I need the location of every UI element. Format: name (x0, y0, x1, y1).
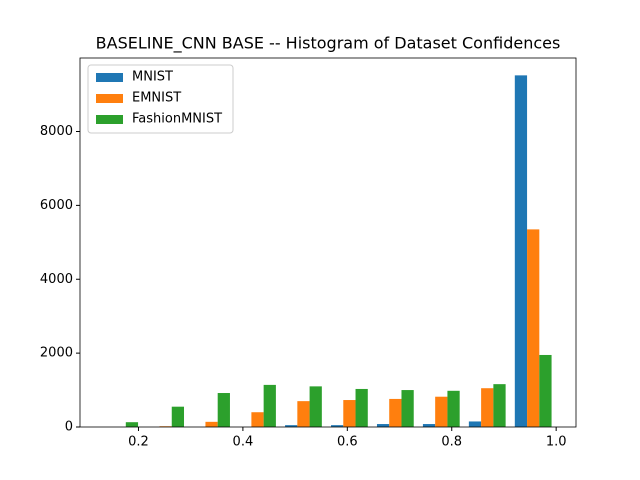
bar (263, 384, 276, 427)
bar (493, 384, 506, 427)
bar (514, 75, 528, 428)
bar (343, 400, 356, 427)
y-tick-label: 4000 (40, 272, 73, 287)
bar (205, 421, 218, 427)
legend-label: MNIST (132, 70, 173, 85)
bar (297, 401, 310, 427)
bar (401, 390, 414, 427)
bar (481, 388, 494, 427)
x-tick-label: 0.4 (233, 435, 254, 450)
legend-swatch (96, 94, 123, 103)
bar (217, 393, 230, 427)
bar (125, 422, 139, 427)
y-tick-label: 6000 (40, 198, 73, 213)
chart-title: BASELINE_CNN BASE -- Histogram of Datase… (96, 34, 561, 54)
legend-box (87, 64, 234, 134)
axes-frame (79, 57, 577, 428)
bar (355, 388, 368, 427)
bar (435, 396, 448, 427)
x-tick-label: 1.0 (546, 435, 567, 450)
legend-swatch (96, 115, 123, 124)
bar (171, 406, 185, 427)
bar (468, 421, 482, 427)
bar (389, 398, 402, 427)
bar (527, 229, 540, 427)
bar (447, 390, 460, 427)
legend-label: FashionMNIST (132, 112, 222, 127)
bar (251, 412, 264, 427)
bar (309, 386, 322, 427)
bar (422, 424, 436, 427)
x-tick-label: 0.8 (441, 435, 462, 450)
y-tick-label: 0 (65, 420, 73, 435)
y-tick-label: 2000 (40, 346, 73, 361)
bar (376, 424, 390, 427)
x-tick-label: 0.2 (128, 435, 149, 450)
x-tick-label: 0.6 (337, 435, 358, 450)
y-tick-label: 8000 (40, 124, 73, 139)
bar (285, 425, 298, 427)
legend-label: EMNIST (132, 91, 181, 106)
bar (539, 354, 552, 427)
bar (331, 425, 344, 427)
legend-swatch (96, 73, 123, 82)
